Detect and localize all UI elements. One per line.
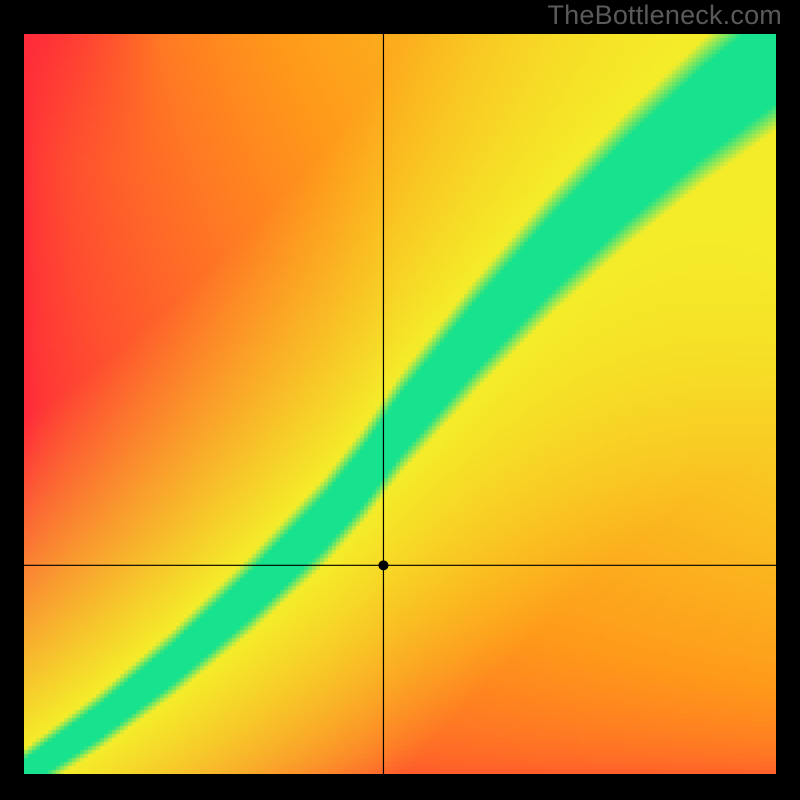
plot-area xyxy=(24,34,776,774)
heatmap-canvas xyxy=(24,34,776,774)
watermark-text: TheBottleneck.com xyxy=(547,0,782,31)
stage: TheBottleneck.com xyxy=(0,0,800,800)
